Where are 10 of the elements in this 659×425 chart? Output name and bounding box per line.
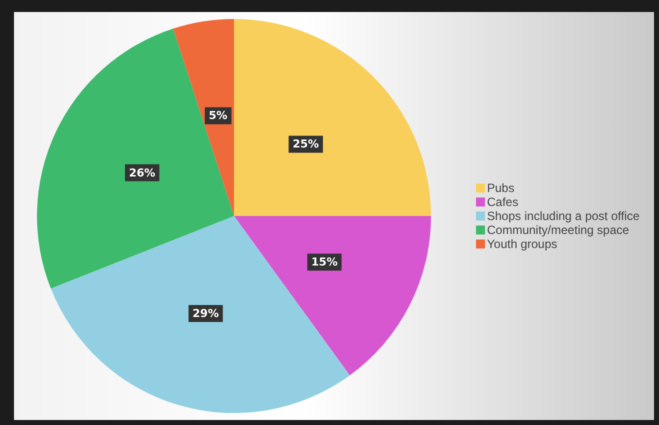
legend-label: Youth groups (487, 237, 558, 251)
legend-label: Pubs (487, 181, 514, 195)
legend-label: Shops including a post office (487, 209, 640, 223)
data-label: 26% (128, 166, 156, 180)
data-label: 15% (311, 256, 338, 269)
data-label: 25% (292, 138, 319, 151)
data-label: 5% (208, 109, 228, 122)
data-label: 29% (192, 306, 219, 320)
legend-label: Cafes (487, 195, 518, 209)
legend-label: Community/meeting space (487, 223, 630, 237)
